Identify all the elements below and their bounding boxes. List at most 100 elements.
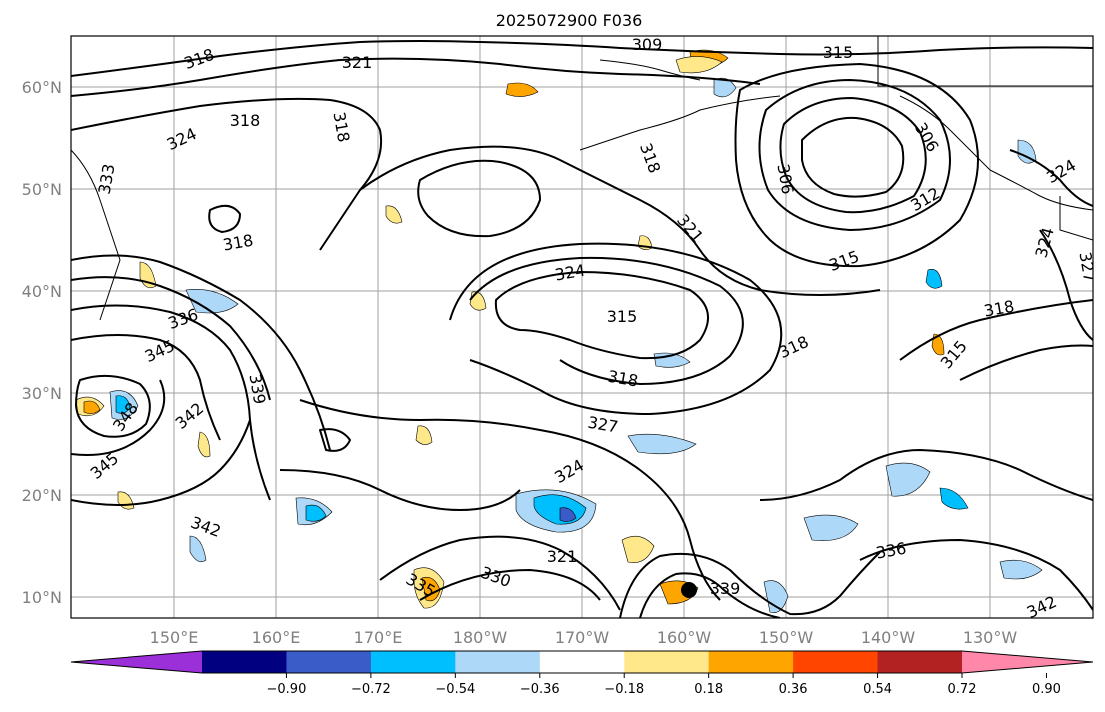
colorbar-segment (202, 651, 287, 673)
contour-label: 327 (1075, 250, 1099, 283)
colorbar-extend-high (962, 651, 1093, 673)
patch-negative (999, 559, 1043, 580)
contour-line (801, 116, 905, 198)
contour-line (1009, 149, 1093, 207)
colorbar-tick-label: −0.18 (604, 682, 644, 697)
lat-label: 20°N (22, 486, 62, 505)
contour-line (299, 399, 721, 601)
colorbar-segment (793, 651, 879, 673)
patch-positive (83, 400, 101, 414)
contour-line (279, 469, 521, 511)
coastline-alaska (899, 95, 1093, 211)
coastline-canada (1059, 196, 1093, 241)
lon-label: 170°E (354, 628, 403, 647)
colorbar-tick-label: −0.36 (520, 682, 560, 697)
lat-label: 50°N (22, 180, 62, 199)
contour-line (379, 535, 621, 611)
colorbar-tick-label: 0.90 (1032, 682, 1061, 697)
latitude-labels: 60°N 50°N 40°N 30°N 20°N 10°N (22, 78, 62, 607)
contour-line (1039, 229, 1093, 341)
lon-label: 160°E (252, 628, 301, 647)
contour-line (319, 428, 351, 452)
colorbar: −0.90 −0.72 −0.54 −0.36 −0.18 0.18 0.36 0.54 0.7… (70, 650, 1094, 697)
lon-label: 180°W (453, 628, 508, 647)
map-panel: 318 321 309 315 318 318 324 318 306 333 … (70, 35, 1099, 619)
colorbar-segment (286, 651, 372, 673)
contour-line (71, 334, 221, 441)
patch-negative (305, 504, 327, 522)
colorbar-tick-label: −0.54 (435, 682, 475, 697)
patch-negative (627, 433, 697, 455)
contour-line (469, 256, 744, 385)
patch-positive (621, 535, 655, 563)
map-title: 2025072900 F036 (496, 11, 643, 30)
storm-center-marker (681, 582, 697, 598)
contour-line (71, 379, 166, 456)
contour-label: 339 (710, 579, 741, 598)
patch-negative (559, 507, 577, 522)
patch-positive (385, 205, 403, 224)
contour-line (417, 159, 541, 238)
contour-label: 309 (632, 35, 663, 54)
patch-negative (185, 289, 239, 314)
contour-line (208, 204, 241, 233)
coastline-aleutians (579, 95, 781, 151)
lat-label: 10°N (22, 588, 62, 607)
contour-line (734, 63, 979, 268)
lat-label: 30°N (22, 384, 62, 403)
shaded-patches (75, 49, 1043, 613)
patch-negative (1017, 139, 1037, 164)
contour-line (71, 304, 271, 501)
colorbar-outline (70, 650, 1094, 674)
contour-label: 315 (823, 43, 854, 62)
contour-line (959, 344, 1093, 381)
patch-negative (763, 580, 789, 613)
colorbar-segment (708, 651, 794, 673)
lon-label: 150°E (150, 628, 199, 647)
contour-label: 318 (230, 111, 261, 130)
colorbar-tick-label: 0.72 (948, 682, 977, 697)
colorbar-segment (624, 651, 710, 673)
contour-line (419, 569, 601, 601)
contour-line (71, 57, 761, 97)
colorbar-segment (539, 651, 625, 673)
contour-line (71, 276, 271, 401)
colorbar-tick-label: −0.90 (267, 682, 307, 697)
lon-label: 140°W (861, 628, 916, 647)
contour-line (71, 419, 251, 506)
map-frame (70, 35, 1094, 619)
contour-line (899, 299, 1093, 361)
colorbar-segment (370, 651, 456, 673)
contour-line (71, 40, 1093, 77)
colorbar-tick-label: 0.54 (863, 682, 892, 697)
patch-negative (189, 535, 207, 563)
patch-positive (197, 431, 211, 458)
colorbar-segment (455, 651, 541, 673)
colorbar-tick-label: 0.18 (694, 682, 723, 697)
lon-label: 160°W (657, 628, 712, 647)
colorbar-extend-low (71, 651, 202, 673)
contour-label: 321 (547, 547, 578, 566)
patch-negative (713, 77, 737, 98)
colorbar-tick-label: 0.36 (779, 682, 808, 697)
gridlines (71, 36, 1093, 618)
patch-negative (885, 462, 931, 497)
contour-lines (71, 40, 1093, 618)
contour-line (449, 242, 783, 415)
patch-negative (925, 269, 943, 289)
colorbar-segment (877, 651, 963, 673)
contour-line (639, 572, 781, 618)
lon-label: 170°W (555, 628, 610, 647)
contour-line (759, 449, 1093, 501)
contour-line (359, 145, 881, 296)
contour-label: 321 (342, 53, 373, 72)
lon-label: 150°W (759, 628, 814, 647)
patch-negative (803, 514, 859, 541)
coastline-asia (71, 149, 121, 321)
contour-line (71, 97, 383, 251)
patch-positive (415, 425, 433, 445)
contour-line (758, 79, 951, 231)
contour-line (779, 97, 927, 214)
contour-line (619, 551, 881, 618)
